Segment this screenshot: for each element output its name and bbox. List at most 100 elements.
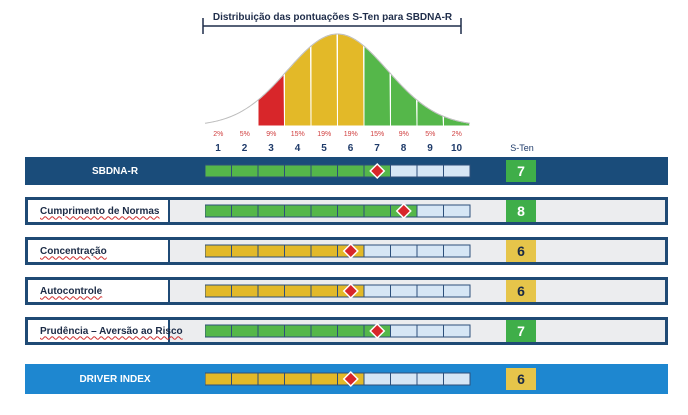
scale-tick-5: 5 bbox=[321, 143, 327, 154]
track-segment bbox=[310, 204, 338, 218]
label-box bbox=[28, 240, 170, 262]
scale-tick-1: 1 bbox=[215, 143, 221, 154]
curve-segment-6 bbox=[337, 33, 365, 127]
score-track bbox=[205, 242, 471, 260]
row-label: DRIVER INDEX bbox=[79, 373, 151, 385]
track-segment bbox=[310, 284, 338, 298]
track-segment bbox=[205, 244, 232, 258]
curve-segment-2 bbox=[231, 99, 259, 127]
track-segment bbox=[390, 164, 418, 178]
track-segment bbox=[231, 372, 259, 386]
track-segment bbox=[257, 372, 285, 386]
track-segment bbox=[257, 204, 285, 218]
score-row-3: Autocontrole 6 bbox=[25, 277, 668, 305]
scale-tick-9: 9 bbox=[427, 143, 433, 154]
score-row-4: Prudência – Aversão ao Risco 7 bbox=[25, 317, 668, 345]
track-segment bbox=[390, 284, 418, 298]
scale-tick-7: 7 bbox=[374, 143, 380, 154]
sten-score: 6 bbox=[506, 280, 536, 302]
track-segment bbox=[257, 324, 285, 338]
scale-tick-6: 6 bbox=[347, 143, 354, 154]
sten-score: 8 bbox=[506, 200, 536, 222]
track-segment bbox=[443, 164, 471, 178]
track-segment bbox=[310, 244, 338, 258]
track-segment bbox=[337, 324, 365, 338]
label-box bbox=[28, 200, 170, 222]
sten-column-header: S-Ten bbox=[510, 143, 534, 153]
percentage-label: 5% bbox=[240, 131, 250, 138]
track-segment bbox=[443, 284, 471, 298]
curve-outline bbox=[204, 33, 471, 124]
score-row-0: SBDNA-R 7 bbox=[25, 157, 668, 185]
scale-tick-2: 2 bbox=[241, 143, 248, 154]
track-segment bbox=[443, 324, 471, 338]
score-track bbox=[205, 162, 471, 180]
percentage-label: 15% bbox=[370, 131, 384, 138]
score-marker-diamond bbox=[395, 202, 412, 220]
row-label: SBDNA-R bbox=[91, 165, 139, 177]
track-segment bbox=[284, 324, 312, 338]
score-marker-diamond bbox=[369, 162, 386, 180]
track-segment bbox=[363, 372, 391, 386]
curve-segment-3 bbox=[257, 72, 286, 127]
scale-tick-10: 10 bbox=[450, 143, 463, 154]
track-segment bbox=[363, 244, 391, 258]
scale-tick-8: 8 bbox=[400, 143, 407, 154]
score-marker-diamond bbox=[342, 370, 359, 388]
track-segment bbox=[284, 372, 312, 386]
track-segment bbox=[205, 204, 232, 218]
distribution-curve: 2% 5% 9% 15% 19% 19% 15% 9% 5% 2% bbox=[202, 18, 471, 138]
track-segment bbox=[416, 244, 444, 258]
curve-segment-7 bbox=[363, 44, 392, 127]
track-segment bbox=[337, 204, 365, 218]
track-segment bbox=[443, 244, 471, 258]
track-segment bbox=[257, 284, 285, 298]
percentage-label: 2% bbox=[452, 131, 462, 138]
sten-score: 6 bbox=[506, 368, 536, 390]
score-marker-diamond bbox=[342, 242, 359, 260]
sten-score: 6 bbox=[506, 240, 536, 262]
curve-segment-9 bbox=[416, 98, 445, 127]
row-label: Concentração bbox=[40, 245, 107, 257]
track-segment bbox=[205, 324, 232, 338]
scale-tick-3: 3 bbox=[268, 143, 274, 154]
track-segment bbox=[310, 324, 338, 338]
curve-segment-5 bbox=[310, 33, 339, 127]
percentage-label: 15% bbox=[291, 131, 305, 138]
score-row-2: Concentração 6 bbox=[25, 237, 668, 265]
row-label: Autocontrole bbox=[40, 285, 103, 297]
track-segment bbox=[416, 164, 444, 178]
track-segment bbox=[205, 164, 232, 178]
track-segment bbox=[443, 372, 471, 386]
chart-title: Distribuição das pontuações S-Ten para S… bbox=[212, 12, 453, 23]
percentage-label: 19% bbox=[344, 131, 358, 138]
score-track bbox=[205, 202, 471, 220]
track-segment bbox=[390, 324, 418, 338]
track-segment bbox=[284, 244, 312, 258]
track-segment bbox=[284, 284, 312, 298]
track-segment bbox=[231, 204, 259, 218]
percentage-label: 2% bbox=[213, 131, 223, 138]
score-track bbox=[205, 282, 471, 300]
row-label: Prudência – Aversão ao Risco bbox=[40, 325, 183, 337]
score-marker-diamond bbox=[342, 282, 359, 300]
track-segment bbox=[205, 372, 232, 386]
track-segment bbox=[443, 204, 471, 218]
sten-score: 7 bbox=[506, 160, 536, 182]
label-box bbox=[28, 280, 170, 302]
title-bracket bbox=[202, 18, 462, 34]
percentage-label: 19% bbox=[317, 131, 331, 138]
track-segment bbox=[231, 164, 259, 178]
track-segment bbox=[205, 284, 232, 298]
track-segment bbox=[257, 164, 285, 178]
track-segment bbox=[310, 164, 338, 178]
track-segment bbox=[390, 244, 418, 258]
score-track bbox=[205, 370, 471, 388]
track-segment bbox=[231, 284, 259, 298]
track-segment bbox=[231, 324, 259, 338]
curve-segment-8 bbox=[390, 72, 418, 127]
percentage-label: 9% bbox=[399, 131, 409, 138]
track-segment bbox=[310, 372, 338, 386]
score-track bbox=[205, 322, 471, 340]
track-segment bbox=[416, 324, 444, 338]
